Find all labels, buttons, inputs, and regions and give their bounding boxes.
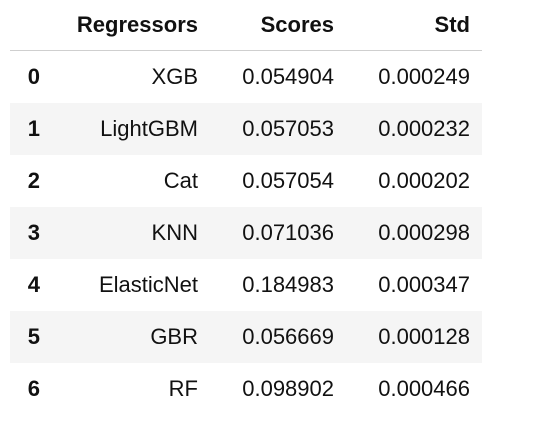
score-cell: 0.098902 <box>242 376 334 401</box>
score-cell: 0.057054 <box>242 168 334 193</box>
table-body: 0 XGB 0.054904 0.000249 1 LightGBM 0.057… <box>10 50 482 415</box>
regressor-cell: GBR <box>150 324 198 349</box>
table-row: 6 RF 0.098902 0.000466 <box>10 363 482 415</box>
score-cell: 0.184983 <box>242 272 334 297</box>
row-index: 3 <box>27 220 40 245</box>
table-row: 3 KNN 0.071036 0.000298 <box>10 207 482 259</box>
table-row: 2 Cat 0.057054 0.000202 <box>10 155 482 207</box>
regressor-cell: RF <box>168 376 198 401</box>
column-header-std: Std <box>346 0 482 51</box>
table-row: 0 XGB 0.054904 0.000249 <box>10 50 482 103</box>
row-index: 6 <box>27 376 40 401</box>
table-header: Regressors Scores Std <box>10 0 482 51</box>
header-row: Regressors Scores Std <box>10 0 482 51</box>
table-row: 4 ElasticNet 0.184983 0.000347 <box>10 259 482 311</box>
row-index: 4 <box>27 272 40 297</box>
std-cell: 0.000466 <box>378 376 470 401</box>
regressor-cell: KNN <box>151 220 198 245</box>
regressor-cell: LightGBM <box>100 116 198 141</box>
dataframe-table: Regressors Scores Std 0 XGB 0.054904 0.0… <box>10 0 482 415</box>
index-header <box>10 0 52 51</box>
row-index: 1 <box>27 116 40 141</box>
dataframe-output: Regressors Scores Std 0 XGB 0.054904 0.0… <box>10 0 482 415</box>
std-cell: 0.000298 <box>378 220 470 245</box>
row-index: 0 <box>27 64 40 89</box>
std-cell: 0.000232 <box>378 116 470 141</box>
regressor-cell: ElasticNet <box>98 272 198 297</box>
score-cell: 0.054904 <box>242 64 334 89</box>
std-cell: 0.000202 <box>378 168 470 193</box>
table-row: 1 LightGBM 0.057053 0.000232 <box>10 103 482 155</box>
score-cell: 0.057053 <box>242 116 334 141</box>
regressor-cell: XGB <box>151 64 198 89</box>
regressor-cell: Cat <box>163 168 198 193</box>
row-index: 2 <box>27 168 40 193</box>
std-cell: 0.000128 <box>378 324 470 349</box>
column-header-regressors: Regressors <box>52 0 210 51</box>
table-row: 5 GBR 0.056669 0.000128 <box>10 311 482 363</box>
row-index: 5 <box>27 324 40 349</box>
std-cell: 0.000249 <box>378 64 470 89</box>
std-cell: 0.000347 <box>378 272 470 297</box>
column-header-scores: Scores <box>210 0 346 51</box>
score-cell: 0.056669 <box>242 324 334 349</box>
score-cell: 0.071036 <box>242 220 334 245</box>
